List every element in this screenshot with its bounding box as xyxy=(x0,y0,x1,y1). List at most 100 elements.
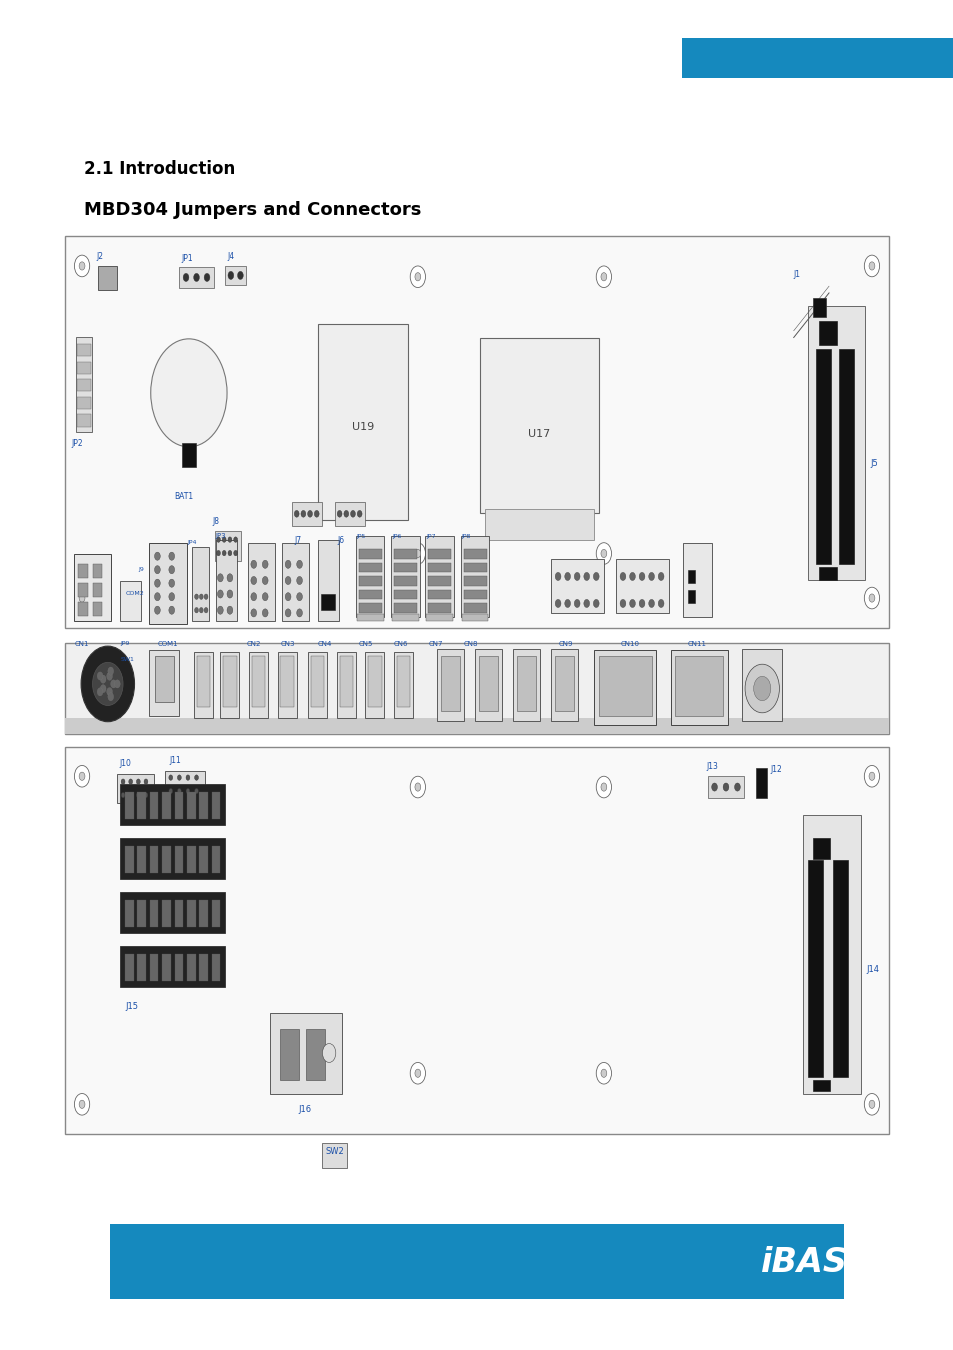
Bar xyxy=(461,614,488,621)
Bar xyxy=(675,656,722,716)
Circle shape xyxy=(296,560,302,568)
Circle shape xyxy=(129,779,132,784)
Bar xyxy=(815,350,830,564)
Bar xyxy=(137,846,146,873)
Text: J13: J13 xyxy=(705,761,717,771)
Circle shape xyxy=(74,1094,90,1115)
Bar xyxy=(117,774,153,803)
Circle shape xyxy=(81,647,134,722)
Circle shape xyxy=(555,572,560,580)
Bar xyxy=(187,954,195,981)
Circle shape xyxy=(322,1044,335,1062)
Bar xyxy=(365,652,384,718)
Text: J9: J9 xyxy=(138,567,144,572)
Text: JP3: JP3 xyxy=(215,533,226,539)
Bar xyxy=(741,649,781,721)
Circle shape xyxy=(285,576,291,585)
Bar xyxy=(428,590,451,599)
Bar xyxy=(436,649,463,721)
Text: U19: U19 xyxy=(352,423,375,432)
Bar xyxy=(311,656,324,707)
Circle shape xyxy=(410,776,425,798)
Bar xyxy=(819,321,836,344)
Circle shape xyxy=(199,594,203,599)
Circle shape xyxy=(194,775,198,780)
Bar xyxy=(463,563,486,572)
Circle shape xyxy=(74,765,90,787)
Text: 2.1 Introduction: 2.1 Introduction xyxy=(84,161,235,178)
Bar xyxy=(65,747,888,1134)
Bar xyxy=(150,900,158,927)
Bar xyxy=(270,1012,341,1094)
Bar xyxy=(77,379,91,391)
Text: COM2: COM2 xyxy=(125,591,144,597)
Bar xyxy=(428,563,451,572)
Text: JP1: JP1 xyxy=(181,254,193,263)
Circle shape xyxy=(108,667,113,675)
Text: JP6: JP6 xyxy=(392,533,401,539)
Circle shape xyxy=(262,609,268,617)
Circle shape xyxy=(868,1100,874,1108)
Bar xyxy=(306,1029,325,1080)
Bar xyxy=(707,776,743,798)
Circle shape xyxy=(868,262,874,270)
Circle shape xyxy=(79,262,85,270)
Bar xyxy=(110,1224,843,1299)
Circle shape xyxy=(216,551,220,556)
Circle shape xyxy=(251,609,256,617)
Bar xyxy=(248,543,274,621)
Circle shape xyxy=(415,549,420,558)
Circle shape xyxy=(186,788,190,794)
Text: CN11: CN11 xyxy=(687,641,706,647)
Circle shape xyxy=(574,572,579,580)
Circle shape xyxy=(100,684,106,693)
Text: JP5: JP5 xyxy=(356,533,366,539)
Circle shape xyxy=(121,779,125,784)
Bar xyxy=(77,397,91,409)
Text: U17: U17 xyxy=(527,429,550,439)
Circle shape xyxy=(114,680,120,688)
Circle shape xyxy=(296,576,302,585)
Circle shape xyxy=(154,552,160,560)
Bar xyxy=(199,900,208,927)
Bar xyxy=(92,583,102,597)
Circle shape xyxy=(169,788,172,794)
Bar xyxy=(179,267,213,288)
Circle shape xyxy=(583,599,589,608)
Circle shape xyxy=(415,1069,420,1077)
Circle shape xyxy=(629,572,635,580)
Bar xyxy=(212,792,220,819)
Bar xyxy=(463,603,486,613)
Bar xyxy=(174,900,183,927)
Circle shape xyxy=(294,510,298,517)
Circle shape xyxy=(97,672,103,680)
Text: JP9: JP9 xyxy=(120,641,130,647)
Bar xyxy=(280,656,294,707)
Text: J11: J11 xyxy=(170,756,181,765)
Circle shape xyxy=(596,543,611,564)
Bar xyxy=(484,509,594,540)
Bar xyxy=(802,814,860,1094)
Bar xyxy=(428,549,451,559)
Bar xyxy=(475,649,501,721)
Text: CN6: CN6 xyxy=(394,641,408,647)
Circle shape xyxy=(868,594,874,602)
Circle shape xyxy=(251,560,256,568)
Circle shape xyxy=(619,599,625,608)
Circle shape xyxy=(285,560,291,568)
Circle shape xyxy=(237,271,243,279)
Text: iBASE: iBASE xyxy=(760,1246,869,1278)
Bar xyxy=(212,954,220,981)
Text: J4: J4 xyxy=(227,251,233,261)
Circle shape xyxy=(136,779,140,784)
Circle shape xyxy=(410,543,425,564)
Bar xyxy=(517,656,536,711)
Bar xyxy=(150,846,158,873)
Bar xyxy=(174,792,183,819)
Circle shape xyxy=(108,693,113,701)
Circle shape xyxy=(868,772,874,780)
Circle shape xyxy=(574,599,579,608)
Bar xyxy=(225,266,246,285)
Bar xyxy=(137,954,146,981)
Circle shape xyxy=(564,599,570,608)
